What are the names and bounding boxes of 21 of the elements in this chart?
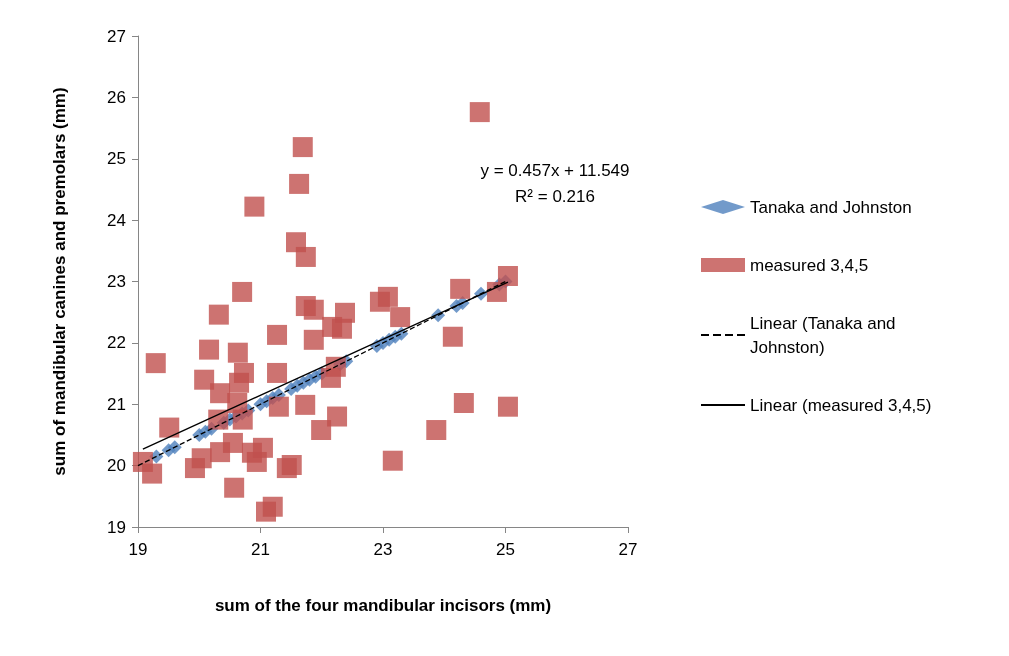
legend-label: Tanaka and Johnston	[750, 197, 912, 217]
y-tick-label: 22	[107, 333, 126, 353]
x-tick-label: 27	[618, 540, 638, 559]
y-tick-label: 20	[107, 456, 126, 476]
y-tick-label: 24	[107, 210, 126, 230]
y-tick-label: 25	[107, 149, 126, 169]
y-tick-label: 23	[107, 272, 126, 291]
x-tick-label: 23	[373, 540, 393, 559]
legend-label: Linear (measured 3,4,5)	[750, 395, 932, 415]
x-axis-title: sum of the four mandibular incisors (mm)	[214, 596, 552, 615]
y-tick-label: 19	[107, 517, 126, 537]
x-tick-label: 25	[496, 540, 515, 559]
y-tick-label: 27	[107, 26, 126, 46]
y-axis-title: sum of mandibular canines and premolars (mm)	[50, 87, 69, 476]
x-tick-label: 19	[128, 540, 148, 559]
annotation: y = 0.457x + 11.549 R² = 0.216	[480, 160, 630, 206]
y-tick-label: 21	[107, 394, 126, 414]
legend-label: measured 3,4,5	[750, 255, 869, 275]
x-tick-label: 21	[251, 540, 270, 559]
y-tick-label: 26	[107, 87, 126, 107]
legend-label: Linear (Tanaka and Johnston)	[750, 313, 901, 357]
